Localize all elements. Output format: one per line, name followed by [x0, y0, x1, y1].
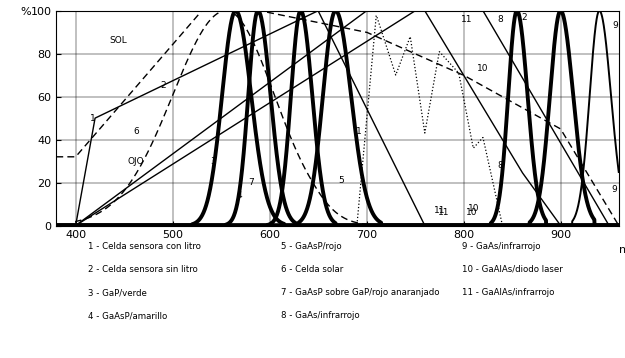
Text: 8: 8 — [498, 161, 503, 170]
Text: 3: 3 — [211, 156, 216, 166]
Text: 1 - Celda sensora con litro: 1 - Celda sensora con litro — [88, 242, 201, 251]
Text: nm: nm — [619, 245, 625, 255]
Text: 6 - Celda solar: 6 - Celda solar — [281, 265, 344, 274]
Text: 2: 2 — [160, 81, 166, 91]
Text: 7 - GaAsP sobre GaP/rojo anaranjado: 7 - GaAsP sobre GaP/rojo anaranjado — [281, 288, 440, 297]
Text: 10: 10 — [478, 64, 489, 73]
Text: 1: 1 — [90, 113, 96, 123]
Text: 6: 6 — [134, 126, 139, 136]
Text: 9 - GaAs/infrarrojo: 9 - GaAs/infrarrojo — [462, 242, 541, 251]
Text: 10: 10 — [468, 204, 479, 213]
Text: 2: 2 — [521, 13, 526, 22]
Text: 9: 9 — [612, 21, 618, 30]
Text: 11: 11 — [434, 206, 445, 215]
Text: 1: 1 — [356, 126, 362, 136]
Text: 11: 11 — [438, 208, 449, 217]
Text: 10: 10 — [466, 208, 477, 217]
Y-axis label: %: % — [20, 7, 31, 17]
Text: 5: 5 — [339, 176, 344, 185]
Text: 5 - GaAsP/rojo: 5 - GaAsP/rojo — [281, 242, 342, 251]
Text: SOL: SOL — [109, 36, 128, 45]
Text: 3 - GaP/verde: 3 - GaP/verde — [88, 288, 146, 297]
Text: 7: 7 — [248, 178, 254, 187]
Text: 9: 9 — [611, 184, 617, 194]
Text: 8 - GaAs/infrarrojo: 8 - GaAs/infrarrojo — [281, 311, 360, 320]
Text: 10 - GaAlAs/diodo laser: 10 - GaAlAs/diodo laser — [462, 265, 563, 274]
Text: 8: 8 — [498, 15, 503, 24]
Text: 4 - GaAsP/amarillo: 4 - GaAsP/amarillo — [88, 311, 167, 320]
Text: OJO: OJO — [127, 156, 144, 166]
Text: 2 - Celda sensora sin litro: 2 - Celda sensora sin litro — [88, 265, 198, 274]
Text: 11: 11 — [461, 15, 472, 24]
Text: 4: 4 — [237, 191, 242, 200]
Text: 11 - GaAlAs/infrarrojo: 11 - GaAlAs/infrarrojo — [462, 288, 555, 297]
